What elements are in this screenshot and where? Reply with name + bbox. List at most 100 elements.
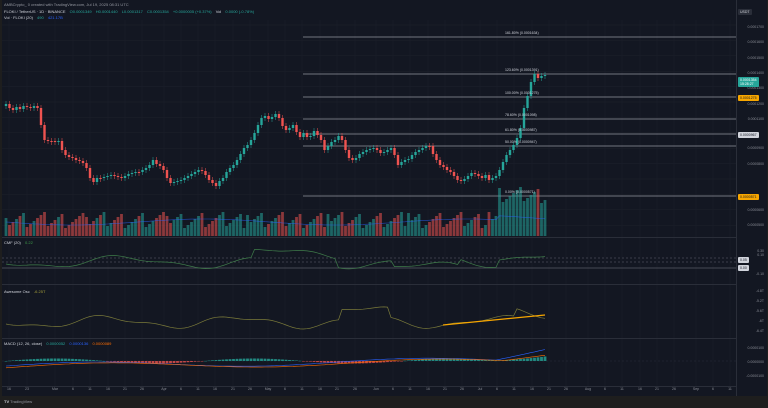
fib-price-tag: 0.0000967 <box>738 132 759 138</box>
time-tick-label: 26 <box>460 387 464 391</box>
price-label: 0.0001500 <box>747 56 764 60</box>
time-tick-label: 11 <box>300 387 304 391</box>
open-value: O0.0001349 <box>69 9 92 14</box>
price-label: 0.0000800 <box>747 162 764 166</box>
macd-legend[interactable]: MACD (12, 26, close) 0.0000052 0.0000136… <box>4 341 114 346</box>
time-tick-label: 6 <box>712 387 714 391</box>
fib-label: 161.80% (0.0001634) <box>505 31 539 35</box>
macd-axis-label: 0.0000000 <box>747 360 764 364</box>
pane-divider[interactable] <box>2 284 736 285</box>
vol-label: Vol <box>215 9 222 14</box>
time-tick-label: 11 <box>512 387 516 391</box>
time-tick-label: 11 <box>620 387 624 391</box>
time-tick-label: 21 <box>443 387 447 391</box>
awesome-osc-legend[interactable]: Awesome Osc -6.25T <box>4 289 48 294</box>
macd-axis-label: -0.0000100 <box>746 374 764 378</box>
time-tick-label: 21 <box>547 387 551 391</box>
bar-countdown: 15:28:27 <box>740 82 754 86</box>
time-axis-divider <box>2 386 736 387</box>
chart-caption: AMBCrypto_ 0 created with TradingView.co… <box>4 2 129 7</box>
time-tick-label: 21 <box>655 387 659 391</box>
time-tick-label: 16 <box>638 387 642 391</box>
current-price-tag: 0.0001354 15:28:27 <box>738 77 759 87</box>
vol-change: 0.0000 (-0.78%) <box>225 9 255 14</box>
price-label: 0.0000900 <box>747 146 764 150</box>
price-label: 0.0001600 <box>747 40 764 44</box>
cmf-value-tag: 0.05 <box>738 257 749 263</box>
time-axis[interactable]: 16 23 Mar 6 11 16 21 26 Apr 6 11 16 21 26 May 6 11 16 21 26… <box>2 387 736 396</box>
currency-tag[interactable]: USDT <box>738 9 752 15</box>
time-tick-label: 16 <box>318 387 322 391</box>
time-tick-label: 6 <box>392 387 394 391</box>
price-label: 0.0001400 <box>747 71 764 75</box>
time-tick-label: 6 <box>180 387 182 391</box>
volume-value-2: 421.17B <box>47 15 63 20</box>
pane-divider[interactable] <box>2 237 736 238</box>
high-value: H0.0001440 <box>95 9 118 14</box>
volume-legend[interactable]: Vol · FLOKI (20) 490 421.17B <box>4 15 66 20</box>
cmf-axis-label: 0.30 <box>757 249 764 253</box>
time-tick-label: Mar <box>51 387 59 391</box>
volume-value-1: 490 <box>37 15 44 20</box>
time-tick-label: 6 <box>604 387 606 391</box>
time-tick-label: 16 <box>426 387 430 391</box>
price-label: 0.0001300 <box>747 86 764 90</box>
fib-label: 61.80% (0.0000987) <box>505 128 537 132</box>
price-label: 0.0001100 <box>747 117 764 121</box>
low-value: L0.0001317 <box>121 9 143 14</box>
fib-label: 100.00% (0.0001275) <box>505 91 539 95</box>
time-tick-label: 21 <box>231 387 235 391</box>
macd-line-value: 0.0000136 <box>69 341 89 346</box>
time-tick-label: 11 <box>196 387 200 391</box>
tradingview-logo: TV TradingView <box>4 399 32 404</box>
ao-axis-label: -5.6T <box>755 309 764 313</box>
ao-value: -6.25T <box>33 289 46 294</box>
time-tick-label: 6 <box>72 387 74 391</box>
time-tick-label: 26 <box>564 387 568 391</box>
time-tick-label: 21 <box>335 387 339 391</box>
symbol-name: FLOKI / TetherUS · 1D · BINANCE <box>4 9 66 14</box>
time-tick-label: 26 <box>140 387 144 391</box>
time-tick-label: 16 <box>106 387 110 391</box>
pane-divider[interactable] <box>2 338 736 339</box>
time-tick-label: Apr <box>161 387 167 391</box>
time-tick-label: 26 <box>248 387 252 391</box>
ao-axis-label: -5.2T <box>755 299 764 303</box>
time-tick-label: Jul <box>477 387 483 391</box>
time-tick-label: 16 <box>530 387 534 391</box>
macd-hist-value: 0.0000052 <box>46 341 66 346</box>
fib-label: 0.00% (0.0000571) <box>505 190 535 194</box>
signal-line-value: 0.0000089 <box>92 341 112 346</box>
cmf-axis-label: -0.10 <box>756 272 764 276</box>
time-tick-label: 6 <box>496 387 498 391</box>
ao-label: Awesome Osc <box>4 289 30 294</box>
price-label: 0.0001700 <box>747 25 764 29</box>
cmf-label: CMF (20) <box>4 240 21 245</box>
ao-axis-label: -6.4T <box>755 329 764 333</box>
cmf-legend[interactable]: CMF (20) 0.22 <box>4 240 36 245</box>
time-tick-label: 6 <box>284 387 286 391</box>
time-tick-label: 16 <box>213 387 217 391</box>
price-label: 0.0001200 <box>747 102 764 106</box>
fib-price-tag: 0.0001275 <box>738 95 759 101</box>
price-label: 0.0000600 <box>747 208 764 212</box>
time-tick-label: Sep <box>692 387 700 391</box>
volume-label: Vol · FLOKI (20) <box>4 15 33 20</box>
time-tick-label: 21 <box>123 387 127 391</box>
macd-axis-label: 0.0000100 <box>747 346 764 350</box>
cmf-value: 0.22 <box>25 240 33 245</box>
current-price: 0.0001354 <box>740 78 757 82</box>
symbol-legend[interactable]: FLOKI / TetherUS · 1D · BINANCE O0.00013… <box>4 9 257 14</box>
time-tick-label: 23 <box>25 387 29 391</box>
ao-axis-label: -4.8T <box>755 289 764 293</box>
time-tick-label: 11 <box>88 387 92 391</box>
close-value: C0.0001354 <box>146 9 169 14</box>
fib-price-tag: 0.0000571 <box>738 194 759 200</box>
brand-name: TradingView <box>10 399 33 404</box>
ao-axis-label: -6T <box>758 319 764 323</box>
change-value: +0.0000005 (+0.37%) <box>172 9 212 14</box>
cmf-zero-tag: 0.00 <box>738 265 749 271</box>
price-label: 0.0000500 <box>747 223 764 227</box>
tv-icon: TV <box>4 399 10 404</box>
